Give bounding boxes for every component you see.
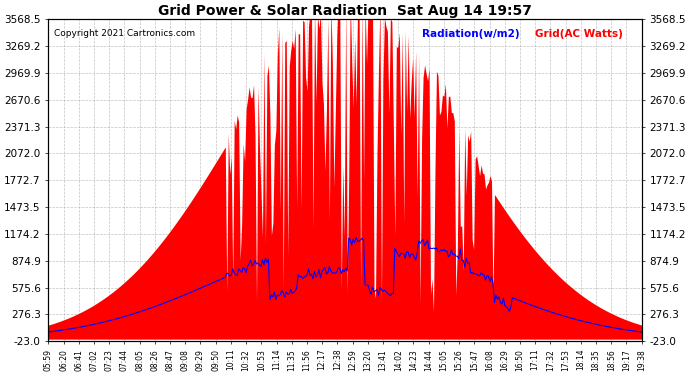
Text: Grid(AC Watts): Grid(AC Watts) (535, 29, 623, 39)
Title: Grid Power & Solar Radiation  Sat Aug 14 19:57: Grid Power & Solar Radiation Sat Aug 14 … (158, 4, 532, 18)
Text: Copyright 2021 Cartronics.com: Copyright 2021 Cartronics.com (55, 29, 195, 38)
Text: Radiation(w/m2): Radiation(w/m2) (422, 29, 520, 39)
